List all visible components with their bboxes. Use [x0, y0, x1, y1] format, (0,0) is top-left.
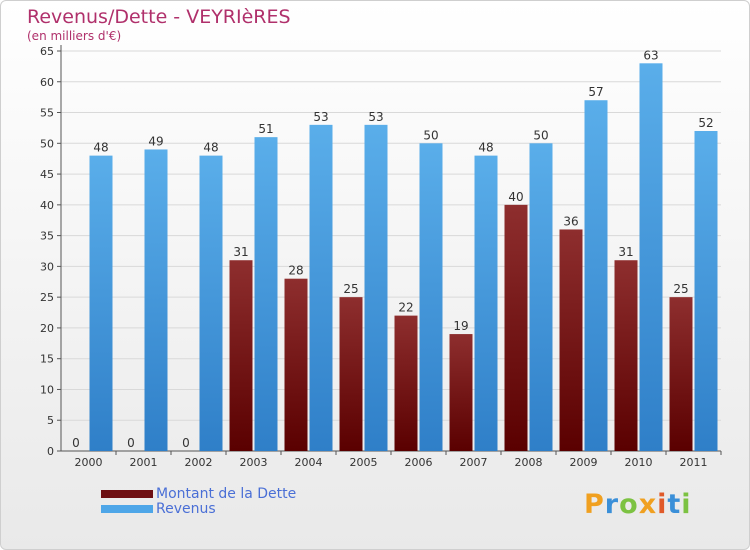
data-label-revenus: 50 — [533, 128, 548, 142]
x-tick-label: 2003 — [240, 456, 268, 469]
logo-letter: o — [619, 489, 639, 520]
data-label-revenus: 51 — [258, 122, 273, 136]
bar-revenus — [364, 124, 388, 451]
bar-dette — [504, 204, 528, 451]
y-tick-label: 45 — [40, 168, 54, 181]
bar-revenus — [474, 155, 498, 451]
bar-revenus — [309, 124, 333, 451]
bar-dette — [229, 260, 253, 451]
logo-letter: t — [667, 489, 682, 520]
logo-letter: x — [638, 489, 658, 520]
y-tick-label: 5 — [47, 414, 54, 427]
y-tick-label: 35 — [40, 230, 54, 243]
data-label-dette: 25 — [673, 282, 688, 296]
bar-revenus — [529, 143, 553, 452]
x-tick-label: 2009 — [570, 456, 598, 469]
y-tick-label: 55 — [40, 107, 54, 120]
data-label-dette: 0 — [182, 436, 190, 450]
x-tick-label: 2006 — [405, 456, 433, 469]
data-label-revenus: 48 — [478, 141, 493, 155]
data-label-revenus: 50 — [423, 128, 438, 142]
legend-swatch-dette — [101, 490, 153, 498]
y-tick-label: 15 — [40, 353, 54, 366]
bar-dette — [284, 278, 308, 451]
bar-revenus — [199, 155, 223, 451]
logo-letter: r — [604, 489, 620, 520]
x-tick-label: 2004 — [295, 456, 323, 469]
data-label-dette: 31 — [233, 245, 248, 259]
y-tick-label: 25 — [40, 291, 54, 304]
chart-title: Revenus/Dette - VEYRIèRES — [27, 6, 291, 28]
data-label-dette: 40 — [508, 190, 523, 204]
bar-revenus — [694, 131, 718, 451]
y-tick-label: 20 — [40, 322, 54, 335]
y-tick-label: 30 — [40, 260, 54, 273]
bar-dette — [669, 297, 693, 451]
bar-dette — [614, 260, 638, 451]
x-tick-label: 2011 — [680, 456, 708, 469]
data-label-dette: 0 — [72, 436, 80, 450]
proxiti-logo: Proxiti — [584, 489, 692, 520]
data-label-dette: 19 — [453, 319, 468, 333]
x-tick-label: 2001 — [130, 456, 158, 469]
data-label-revenus: 48 — [203, 141, 218, 155]
data-label-dette: 25 — [343, 282, 358, 296]
data-label-dette: 0 — [127, 436, 135, 450]
data-label-dette: 31 — [618, 245, 633, 259]
data-label-revenus: 63 — [643, 48, 658, 62]
logo-letter: i — [657, 489, 668, 520]
x-tick-label: 2010 — [625, 456, 653, 469]
data-label-revenus: 49 — [148, 134, 163, 148]
y-tick-label: 0 — [47, 445, 54, 458]
data-label-dette: 22 — [398, 301, 413, 315]
data-label-revenus: 52 — [698, 116, 713, 130]
bar-revenus — [419, 143, 443, 452]
bar-dette — [394, 315, 418, 451]
x-tick-label: 2007 — [460, 456, 488, 469]
y-tick-label: 50 — [40, 137, 54, 150]
x-tick-label: 2000 — [75, 456, 103, 469]
y-tick-label: 65 — [40, 45, 54, 58]
bar-dette — [559, 229, 583, 451]
x-tick-label: 2002 — [185, 456, 213, 469]
x-tick-label: 2005 — [350, 456, 378, 469]
bar-revenus — [89, 155, 113, 451]
bar-revenus — [254, 137, 278, 451]
x-tick-label: 2008 — [515, 456, 543, 469]
data-label-dette: 36 — [563, 214, 578, 228]
data-label-dette: 28 — [288, 264, 303, 278]
y-tick-label: 10 — [40, 383, 54, 396]
bar-dette — [339, 297, 363, 451]
bar-dette — [449, 334, 473, 451]
y-tick-label: 40 — [40, 199, 54, 212]
data-label-revenus: 53 — [368, 110, 383, 124]
legend-label-revenus: Revenus — [156, 501, 216, 517]
data-label-revenus: 53 — [313, 110, 328, 124]
bar-revenus — [144, 149, 168, 451]
logo-letter: P — [584, 489, 605, 520]
legend-swatch-revenus — [101, 505, 153, 513]
y-tick-label: 60 — [40, 76, 54, 89]
legend-label-dette: Montant de la Dette — [156, 486, 297, 502]
logo-letter: i — [681, 489, 692, 520]
chart-subtitle: (en milliers d'€) — [27, 29, 122, 43]
bar-revenus — [639, 63, 663, 452]
data-label-revenus: 48 — [93, 141, 108, 155]
bar-revenus — [584, 100, 608, 451]
data-label-revenus: 57 — [588, 85, 603, 99]
